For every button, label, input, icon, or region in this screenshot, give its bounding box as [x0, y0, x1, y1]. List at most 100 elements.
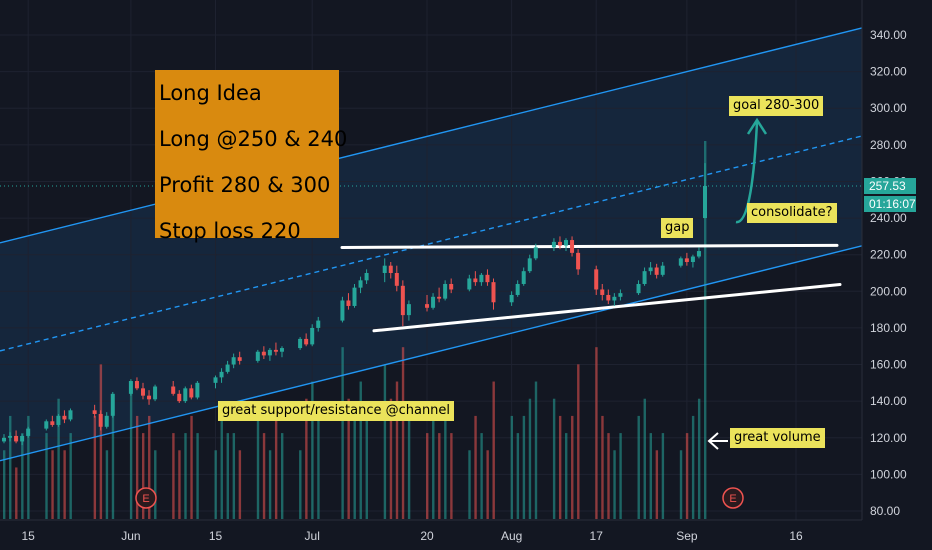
- candle-body: [449, 283, 454, 290]
- volume-bar: [57, 398, 60, 519]
- candle-body: [557, 241, 562, 246]
- volume-bar: [704, 141, 707, 519]
- candle-body: [183, 388, 188, 402]
- candle-body: [153, 386, 158, 400]
- volume-bar: [661, 433, 665, 519]
- volume-bar: [63, 450, 66, 519]
- candle-body: [273, 349, 278, 352]
- candle-body: [388, 265, 393, 273]
- candle-body: [8, 435, 13, 438]
- candle-body: [400, 285, 405, 316]
- volume-bar: [9, 415, 12, 519]
- earnings-marker-label: E: [729, 493, 736, 505]
- time-axis[interactable]: 15 Jun 15 Jul 20 Aug 17 Sep 16: [21, 529, 803, 543]
- y-tick-label: 240.00: [870, 211, 907, 225]
- gap-label: gap: [661, 218, 694, 238]
- candle-body: [2, 437, 6, 442]
- y-tick-label: 300.00: [870, 101, 907, 115]
- candle-body: [298, 338, 303, 349]
- volume-bar: [426, 433, 429, 519]
- volume-bar: [389, 398, 393, 519]
- trendline: [372, 282, 842, 333]
- volume-bar: [601, 415, 604, 519]
- x-tick-label: 17: [590, 529, 604, 543]
- candle-body: [636, 283, 641, 294]
- y-tick-label: 180.00: [870, 321, 907, 335]
- volume-bar: [595, 347, 598, 519]
- candle-body: [660, 265, 665, 275]
- volume-bar: [552, 398, 556, 519]
- candle-body: [44, 421, 49, 429]
- volume-bar: [99, 364, 103, 519]
- candle-body: [352, 287, 357, 306]
- candle-body: [479, 274, 484, 283]
- volume-bar: [607, 433, 610, 519]
- volume-bar: [317, 415, 320, 519]
- goal-arrow: [735, 121, 759, 224]
- volume-bar: [486, 450, 489, 519]
- x-tick-label: Sep: [676, 529, 698, 543]
- volume-bar: [154, 450, 157, 519]
- x-tick-label: Jul: [305, 529, 320, 543]
- volume-bar: [45, 433, 48, 519]
- candle-body: [14, 435, 19, 442]
- candle-body: [128, 381, 133, 394]
- volume-bar: [558, 415, 562, 519]
- volume-bar: [256, 415, 260, 519]
- candle-body: [485, 274, 490, 283]
- candle-body: [509, 294, 514, 303]
- candle-body: [261, 351, 266, 356]
- volume-bar: [172, 433, 175, 519]
- volume-bar: [516, 433, 520, 519]
- x-tick-label: Aug: [501, 529, 522, 543]
- candle-body: [576, 252, 581, 270]
- candle-body: [600, 289, 605, 295]
- candle-body: [690, 256, 695, 263]
- volume-bar: [438, 433, 441, 519]
- volume-bar: [565, 433, 568, 519]
- candle-body: [279, 348, 284, 352]
- volume-bar: [27, 415, 30, 519]
- x-tick-label: 20: [420, 529, 434, 543]
- candle-body: [310, 327, 315, 345]
- volume-bar: [468, 450, 471, 519]
- candle-body: [406, 304, 411, 316]
- volume-bar: [480, 433, 483, 519]
- support-label: great support/resistance @channel: [218, 401, 455, 421]
- volume-bar: [220, 415, 223, 519]
- candle-body: [346, 300, 351, 306]
- candle-body: [68, 410, 73, 420]
- candle-body: [340, 300, 345, 321]
- volume-bar: [522, 415, 526, 519]
- candle-body: [98, 413, 103, 427]
- idea-profit: Profit 280 & 300: [159, 173, 331, 197]
- idea-stop: Stop loss 220: [159, 219, 301, 243]
- volume-bar: [214, 450, 217, 519]
- y-tick-label: 120.00: [870, 431, 907, 445]
- price-axis[interactable]: 80.00 100.00 120.00 140.00 160.00 180.00 200.0…: [870, 28, 907, 518]
- candle-body: [140, 388, 145, 396]
- candle-body: [564, 240, 569, 246]
- volume-bar: [359, 381, 362, 519]
- x-tick-label: 15: [21, 529, 35, 543]
- candle-body: [364, 273, 369, 281]
- candle-body: [431, 296, 436, 308]
- consolidate-label: consolidate?: [747, 203, 837, 223]
- countdown-tag: 01:16:07: [864, 196, 916, 212]
- goal-arrow-head: [746, 117, 768, 135]
- candle-body: [642, 271, 647, 284]
- trendline: [340, 243, 839, 249]
- volume-bar: [21, 433, 24, 519]
- x-tick-label: Jun: [121, 529, 140, 543]
- candles: [2, 163, 707, 446]
- volume-bar: [432, 415, 435, 519]
- candle-body: [147, 395, 152, 400]
- candle-body: [551, 241, 556, 248]
- candle-body: [231, 357, 236, 365]
- candle-body: [92, 410, 97, 414]
- x-tick-label: 16: [789, 529, 803, 543]
- idea-entry: Long @250 & 240: [159, 127, 348, 151]
- x-tick-label: 15: [209, 529, 223, 543]
